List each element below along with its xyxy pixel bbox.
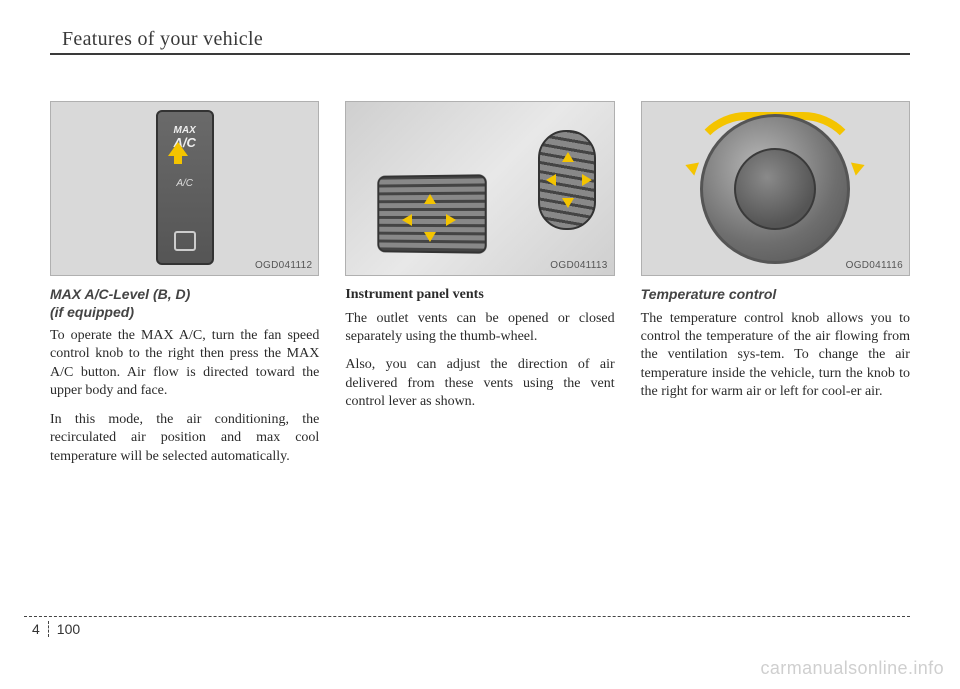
- figure-code: OGD041113: [550, 260, 607, 271]
- col1-para2: In this mode, the air conditioning, the …: [50, 411, 319, 466]
- col1-para1: To operate the MAX A/C, turn the fan spe…: [50, 327, 319, 401]
- knob-inner: [734, 148, 816, 230]
- manual-page: Features of your vehicle MAX A/C A/C OGD…: [0, 0, 960, 689]
- arrow-right-icon: [446, 214, 456, 226]
- figure-max-ac: MAX A/C A/C OGD041112: [50, 101, 319, 276]
- arrow-up-icon-2: [562, 152, 574, 162]
- seat-heat-icon: [174, 231, 196, 251]
- arrow-down-icon: [424, 232, 436, 242]
- col2-para1: The outlet vents can be opened or closed…: [345, 310, 614, 347]
- page-footer: 4 100: [24, 616, 910, 637]
- figure-code: OGD041112: [255, 260, 312, 271]
- arrow-left-icon: [402, 214, 412, 226]
- col2-para2: Also, you can adjust the direction of ai…: [345, 356, 614, 411]
- header-rule: [50, 53, 910, 55]
- col1-subtitle-line2: (if equipped): [50, 304, 134, 320]
- col1-subtitle-line1: MAX A/C-Level (B, D): [50, 286, 190, 302]
- column-1: MAX A/C A/C OGD041112 MAX A/C-Level (B, …: [50, 101, 319, 476]
- col3-para1: The temperature control knob allows you …: [641, 310, 910, 402]
- col3-subtitle: Temperature control: [641, 286, 910, 304]
- page-header: Features of your vehicle: [50, 28, 910, 55]
- chapter-number: 4: [24, 621, 49, 637]
- figure-code: OGD041116: [846, 260, 903, 271]
- page-number: 100: [57, 621, 80, 637]
- content-columns: MAX A/C A/C OGD041112 MAX A/C-Level (B, …: [50, 101, 910, 476]
- column-2: OGD041113 Instrument panel vents The out…: [345, 101, 614, 476]
- watermark-text: carmanualsonline.info: [760, 658, 944, 679]
- column-3: OGD041116 Temperature control The temper…: [641, 101, 910, 476]
- ac-panel-graphic: MAX A/C A/C: [156, 110, 214, 265]
- arrow-up-icon: [424, 194, 436, 204]
- figure-vents: OGD041113: [345, 101, 614, 276]
- ac-small-label: A/C: [176, 178, 193, 189]
- section-title: Features of your vehicle: [50, 28, 910, 51]
- up-arrow-icon: [168, 142, 188, 156]
- arrow-left-icon-2: [546, 174, 556, 186]
- col2-subtitle: Instrument panel vents: [345, 286, 614, 304]
- arrow-down-icon-2: [562, 198, 574, 208]
- col1-subtitle: MAX A/C-Level (B, D) (if equipped): [50, 286, 319, 321]
- footer-inner: 4 100: [24, 621, 910, 637]
- arrow-right-icon-2: [582, 174, 592, 186]
- figure-temp-knob: OGD041116: [641, 101, 910, 276]
